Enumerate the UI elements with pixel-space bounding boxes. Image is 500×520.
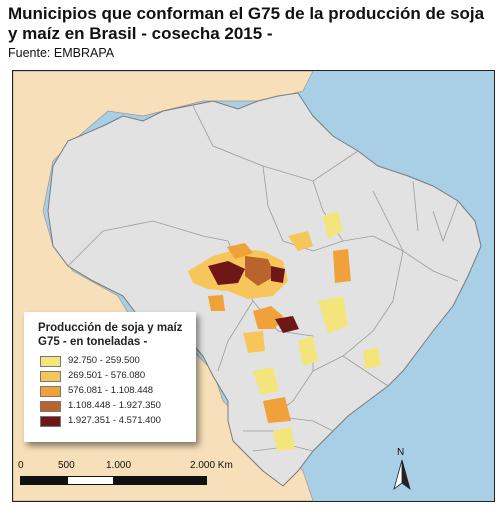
scale-tick: 1.000 xyxy=(106,460,132,471)
legend-title: Producción de soja y maíz G75 - en tonel… xyxy=(38,322,183,348)
legend-swatch xyxy=(40,356,61,367)
legend-label: 1.927.351 - 4.571.400 xyxy=(68,415,161,426)
map-source: Fuente: EMBRAPA xyxy=(8,46,115,60)
scale-segment xyxy=(67,476,114,485)
legend-label: 1.108.448 - 1.927.350 xyxy=(68,400,161,411)
map-title: Municipios que conforman el G75 de la pr… xyxy=(8,4,485,43)
north-label: N xyxy=(397,447,405,458)
scale-tick: 500 xyxy=(58,460,75,471)
legend-label: 269.501 - 576.080 xyxy=(68,370,146,381)
legend-swatch xyxy=(40,416,61,427)
scale-segment xyxy=(114,476,207,485)
scale-segment xyxy=(20,476,67,485)
north-arrow-icon xyxy=(393,459,411,491)
scale-bar: 0 500 1.000 2.000 Km xyxy=(18,460,246,496)
scale-tick: 2.000 Km xyxy=(190,460,233,471)
legend-swatch xyxy=(40,401,61,412)
legend-swatch xyxy=(40,371,61,382)
north-arrow: N xyxy=(387,447,419,493)
legend-label: 576.081 - 1.108.448 xyxy=(68,385,154,396)
legend-label: 92.750 - 259.500 xyxy=(68,355,140,366)
legend-swatch xyxy=(40,386,61,397)
production-municipalities xyxy=(188,211,381,451)
scale-tick: 0 xyxy=(18,460,24,471)
map-legend: Producción de soja y maíz G75 - en tonel… xyxy=(24,312,196,442)
